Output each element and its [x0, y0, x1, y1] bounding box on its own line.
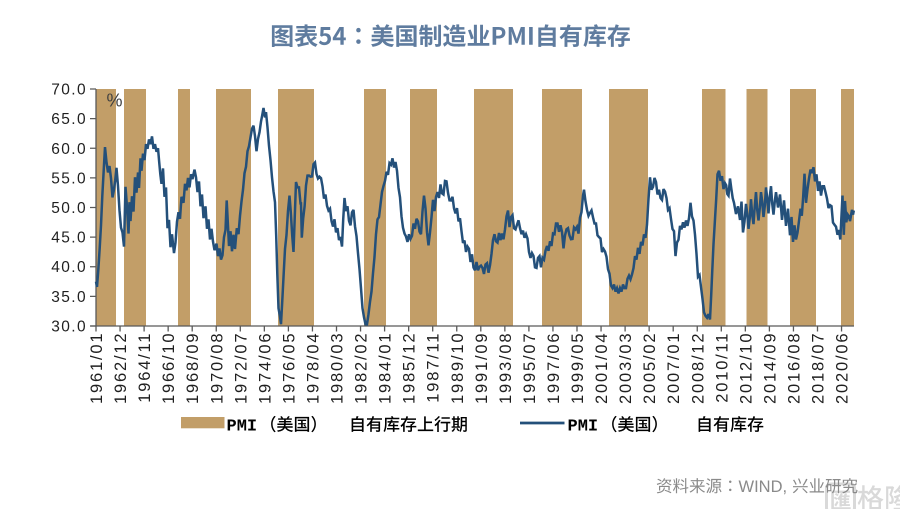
- svg-text:1980/03: 1980/03: [329, 332, 347, 404]
- svg-text:1999/05: 1999/05: [569, 332, 587, 404]
- svg-text:65.0: 65.0: [51, 111, 87, 128]
- svg-text:1976/05: 1976/05: [280, 332, 298, 404]
- svg-text:1968/09: 1968/09: [184, 332, 202, 404]
- svg-text:1961/01: 1961/01: [88, 332, 106, 404]
- svg-text:%: %: [107, 91, 123, 111]
- svg-text:2016/08: 2016/08: [785, 332, 803, 404]
- svg-text:2008/12: 2008/12: [689, 332, 707, 404]
- svg-text:45.0: 45.0: [51, 230, 87, 247]
- svg-text:1985/12: 1985/12: [401, 332, 419, 404]
- svg-text:PMI: PMI: [568, 418, 599, 437]
- svg-text:2001/04: 2001/04: [593, 332, 611, 404]
- svg-text:2010/11: 2010/11: [713, 332, 731, 403]
- svg-text:2007/01: 2007/01: [665, 332, 683, 404]
- svg-text:1978/04: 1978/04: [304, 332, 322, 404]
- svg-text:2014/09: 2014/09: [761, 332, 779, 404]
- svg-text:1993/08: 1993/08: [497, 332, 515, 404]
- svg-text:1987/11: 1987/11: [425, 332, 443, 403]
- svg-text:1991/09: 1991/09: [473, 332, 491, 404]
- svg-text:WIND,: WIND,: [739, 478, 788, 496]
- svg-text:1972/07: 1972/07: [232, 332, 250, 404]
- svg-text:55.0: 55.0: [51, 170, 87, 187]
- svg-text:1970/08: 1970/08: [208, 332, 226, 404]
- svg-text:1995/07: 1995/07: [521, 332, 539, 404]
- svg-text:2020/06: 2020/06: [834, 332, 852, 404]
- svg-text:1982/02: 1982/02: [353, 332, 371, 404]
- svg-text:2005/02: 2005/02: [641, 332, 659, 404]
- svg-text:30.0: 30.0: [51, 319, 87, 336]
- svg-text:70.0: 70.0: [51, 82, 87, 99]
- svg-text:2012/10: 2012/10: [737, 332, 755, 404]
- svg-text:1962/12: 1962/12: [112, 332, 130, 404]
- svg-text:2018/07: 2018/07: [810, 332, 828, 404]
- svg-text:40.0: 40.0: [51, 259, 87, 276]
- svg-text:1989/10: 1989/10: [449, 332, 467, 404]
- svg-text:60.0: 60.0: [51, 141, 87, 158]
- svg-text:PMI: PMI: [227, 418, 258, 437]
- svg-text:2003/03: 2003/03: [617, 332, 635, 404]
- svg-text:1966/10: 1966/10: [160, 332, 178, 404]
- svg-text:1984/01: 1984/01: [377, 332, 395, 404]
- svg-text:35.0: 35.0: [51, 289, 87, 306]
- svg-text:1974/06: 1974/06: [256, 332, 274, 404]
- svg-text:50.0: 50.0: [51, 200, 87, 217]
- svg-text:1964/11: 1964/11: [136, 332, 154, 403]
- svg-text:1997/06: 1997/06: [545, 332, 563, 404]
